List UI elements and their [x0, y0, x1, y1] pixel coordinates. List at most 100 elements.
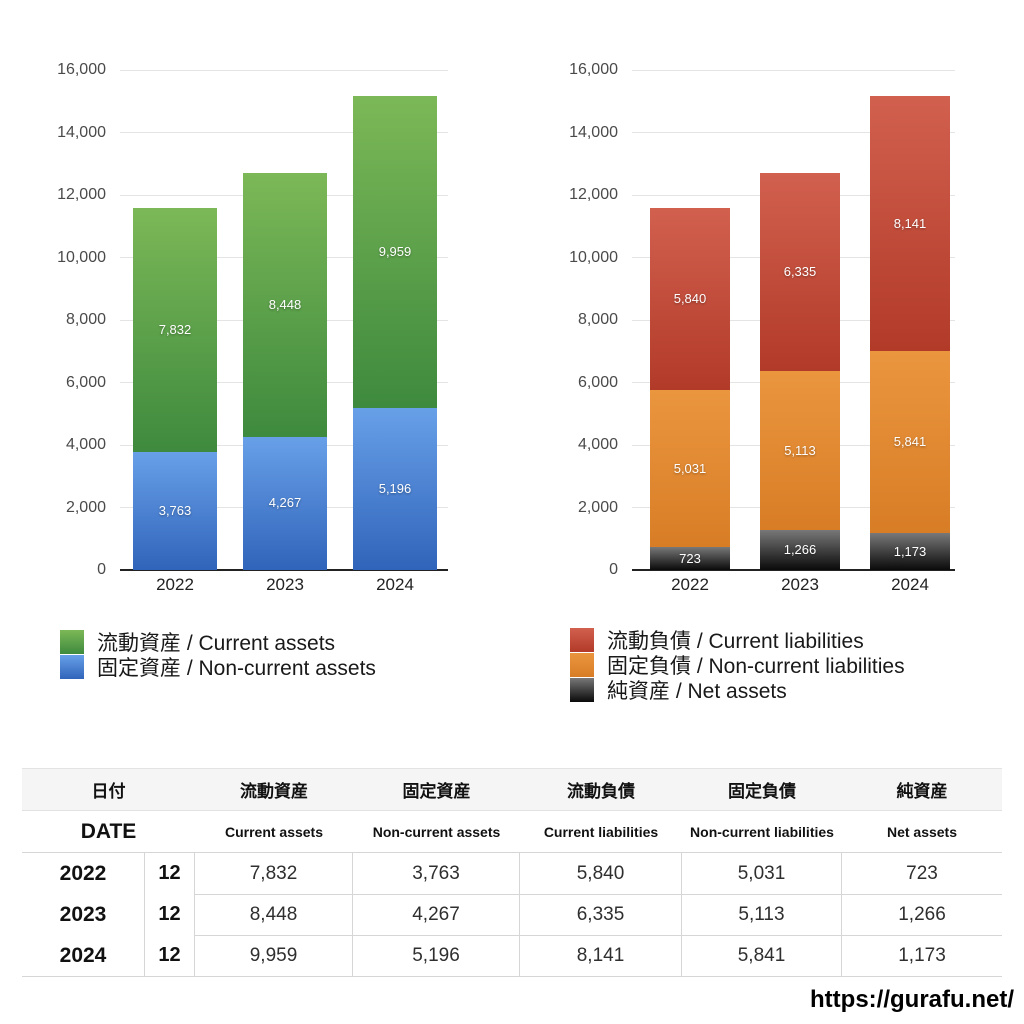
bar-value-label: 4,267 [268, 495, 302, 511]
y-tick-label: 0 [97, 561, 106, 578]
x-axis-label: 2023 [266, 575, 304, 594]
bar-segment [243, 172, 327, 437]
y-tick-label: 16,000 [57, 61, 106, 78]
table-header-net-assets-en: Net assets [886, 823, 958, 840]
y-tick-label: 8,000 [65, 311, 106, 328]
y-tick-label: 2,000 [65, 498, 106, 516]
table-header-row-en: DATE Current assets Non-current assets C… [22, 811, 1002, 853]
y-tick-label: 2,000 [577, 498, 618, 516]
gridline [120, 69, 448, 71]
table-header-row-jp: 日付 流動資産 固定資産 流動負債 固定負債 純資産 [22, 769, 1002, 811]
site-url-watermark: https://gurafu.net/ [810, 986, 1014, 1013]
table-header-noncurrent-liabilities-en: Non-current liabilities [690, 823, 834, 840]
bar-value-label: 6,335 [783, 263, 817, 279]
value-cell: 1,266 [842, 894, 1002, 935]
y-tick-label: 0 [609, 561, 618, 578]
value-cell: 4,267 [353, 894, 520, 935]
bar-value-label: 5,031 [673, 460, 707, 476]
legend-item: 固定負債 / Non-current liabilities [570, 652, 905, 678]
value-cell: 9,959 [195, 935, 353, 976]
bar-value-label: 5,841 [893, 434, 927, 450]
table-row: 2022 12 7,832 3,763 5,840 5,031 723 [22, 853, 1002, 894]
bar-value-label: 1,173 [893, 543, 927, 559]
y-tick-label: 14,000 [57, 123, 106, 141]
value-cell: 5,840 [520, 853, 682, 894]
legend-item: 流動負債 / Current liabilities [570, 627, 864, 653]
y-tick-label: 4,000 [65, 436, 106, 453]
legend-swatch [570, 627, 594, 652]
value-cell: 3,763 [353, 853, 520, 894]
table-row: 2024 12 9,959 5,196 8,141 5,841 1,173 [22, 935, 1002, 976]
x-axis-label: 2024 [376, 575, 414, 594]
table-header-date-en: DATE [80, 819, 137, 843]
legend-swatch [60, 629, 84, 654]
bar-segment [650, 547, 730, 570]
value-cell: 8,141 [520, 935, 682, 976]
table-row: 2023 12 8,448 4,267 6,335 5,113 1,266 [22, 894, 1002, 935]
table-header-current-assets-jp: 流動資産 [240, 782, 308, 801]
table-header-noncurrent-liabilities-jp: 固定負債 [728, 782, 796, 801]
month-cell: 12 [145, 935, 195, 976]
table-header-noncurrent-assets-jp: 固定資産 [402, 782, 471, 801]
table-header-current-liabilities-en: Current liabilities [543, 823, 659, 840]
legend-item: 固定資産 / Non-current assets [60, 654, 376, 680]
bar-value-label: 7,832 [158, 322, 192, 338]
x-axis-line [120, 569, 448, 571]
value-cell: 5,841 [682, 935, 842, 976]
bar-value-label: 5,840 [673, 290, 707, 306]
legend-label: 流動負債 / Current liabilities [607, 629, 864, 653]
value-cell: 1,173 [842, 935, 1002, 976]
bar-segment [650, 207, 730, 391]
value-cell: 8,448 [195, 894, 353, 935]
bar-value-label: 9,959 [378, 244, 412, 260]
month-cell: 12 [145, 853, 195, 894]
y-tick-label: 10,000 [57, 248, 106, 266]
gridline [120, 132, 448, 133]
x-axis-label: 2022 [156, 575, 194, 594]
bar-segment [760, 172, 840, 371]
legend-label: 純資産 / Net assets [607, 679, 787, 703]
bar-value-label: 5,113 [784, 442, 816, 458]
year-cell: 2022 [22, 853, 145, 894]
table-header-noncurrent-assets-en: Non-current assets [372, 823, 501, 840]
bar-value-label: 723 [679, 550, 701, 566]
data-table: 日付 流動資産 固定資産 流動負債 固定負債 純資産 DATE Current … [22, 768, 1002, 977]
bar-segment [133, 207, 217, 453]
bar-value-label: 8,448 [268, 296, 302, 312]
table-header-current-liabilities-jp: 流動負債 [567, 782, 635, 801]
x-axis-label: 2022 [671, 575, 709, 594]
bar-value-label: 3,763 [158, 503, 192, 519]
bar-segment [760, 370, 840, 531]
bar-value-label: 8,141 [893, 215, 927, 231]
y-tick-label: 12,000 [569, 186, 618, 203]
month-cell: 12 [145, 894, 195, 935]
gridline [632, 69, 955, 71]
value-cell: 6,335 [520, 894, 682, 935]
x-axis-line [632, 569, 955, 571]
bar-segment [243, 436, 327, 570]
value-cell: 7,832 [195, 853, 353, 894]
legend-swatch [570, 652, 594, 677]
bar-segment [870, 350, 950, 534]
y-tick-label: 14,000 [569, 123, 618, 141]
value-cell: 723 [906, 862, 938, 884]
bar-segment [760, 530, 840, 570]
year-cell: 2024 [22, 935, 145, 976]
x-axis-label: 2024 [891, 575, 929, 594]
value-cell: 5,031 [682, 853, 842, 894]
table-header-current-assets-en: Current assets [224, 823, 324, 840]
y-tick-label: 4,000 [577, 436, 618, 453]
bar-segment [650, 390, 730, 548]
x-axis-label: 2023 [781, 575, 819, 594]
bar-value-label: 5,196 [378, 480, 412, 496]
table-header-net-assets-jp: 純資産 [896, 782, 948, 801]
bar-segment [353, 407, 437, 570]
y-tick-label: 6,000 [577, 373, 618, 391]
legend-label: 固定負債 / Non-current liabilities [607, 654, 905, 678]
y-tick-label: 12,000 [57, 186, 106, 203]
legend-swatch [570, 677, 594, 702]
legend-label: 流動資産 / Current assets [97, 631, 336, 655]
y-tick-label: 10,000 [569, 248, 618, 266]
y-tick-label: 8,000 [577, 311, 618, 328]
